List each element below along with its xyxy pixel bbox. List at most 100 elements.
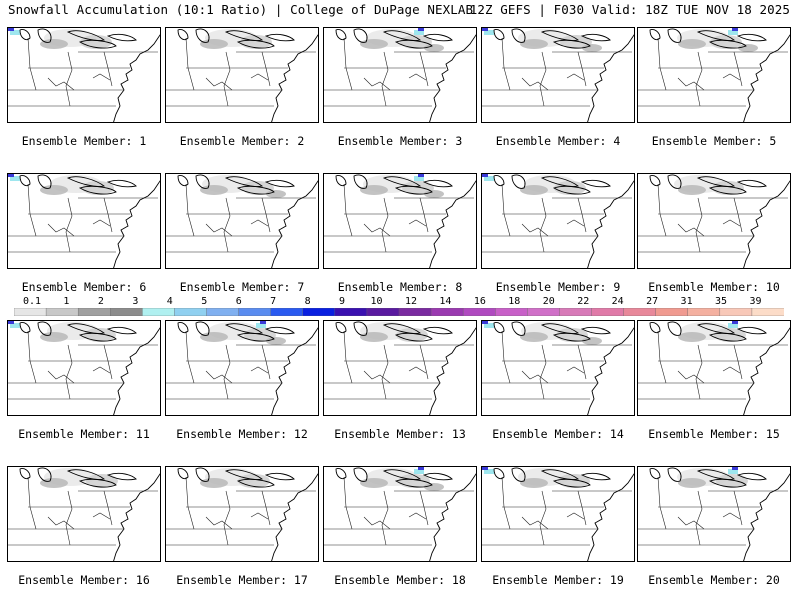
lake-outline: [19, 29, 31, 41]
state-boundary: [261, 197, 271, 233]
state-boundary: [205, 370, 233, 384]
lake-outline: [696, 469, 736, 480]
lake-outline: [382, 176, 422, 187]
lake-outline: [511, 174, 526, 189]
colorbar-tick-label: 12: [404, 296, 417, 307]
lake-outline: [382, 323, 422, 334]
ensemble-map-panel: [165, 466, 319, 562]
state-boundary: [27, 37, 37, 91]
lake-outline: [224, 323, 264, 334]
lake-outline: [195, 174, 210, 189]
lake-outline: [736, 472, 767, 481]
snowfall-shading-dark-blue: [8, 321, 14, 324]
state-boundary: [47, 223, 75, 237]
state-boundary: [408, 219, 427, 227]
state-boundary: [261, 344, 271, 380]
lake-outline: [580, 326, 611, 335]
colorbar-tick-label: 5: [201, 296, 208, 307]
coastline: [587, 327, 634, 415]
snowfall-shading-blue: [10, 30, 20, 35]
snowfall-shading-dark-blue: [260, 321, 266, 324]
state-boundary: [521, 516, 549, 530]
snowfall-shading-blue: [414, 30, 424, 35]
snowfall-shading: [200, 185, 228, 195]
colorbar-segment: [398, 308, 432, 316]
snowfall-shading: [678, 39, 706, 49]
snowfall-shading: [678, 332, 706, 342]
ensemble-member-label: Ensemble Member: 16: [18, 573, 150, 587]
lake-outline: [37, 174, 52, 189]
snowfall-map: [638, 28, 790, 122]
colorbar-tick-label: 2: [97, 296, 104, 307]
snowfall-map: [166, 174, 318, 268]
lake-outline: [493, 468, 505, 480]
snowfall-shading: [714, 328, 746, 342]
lake-outline: [195, 321, 210, 336]
snowfall-shading: [520, 39, 548, 49]
ensemble-member-label: Ensemble Member: 11: [18, 427, 150, 441]
ensemble-map-panel: [323, 173, 477, 269]
state-boundary: [657, 183, 667, 237]
colorbar-tick-label: 18: [508, 296, 521, 307]
snowfall-map: [324, 28, 476, 122]
snowfall-shading-dark-blue: [482, 321, 488, 324]
state-boundary: [185, 330, 195, 384]
colorbar-segment: [174, 308, 208, 316]
ensemble-map-panel: [7, 320, 161, 416]
state-boundary: [103, 197, 113, 233]
state-boundary: [695, 344, 703, 400]
colorbar-tick-label: 20: [542, 296, 555, 307]
coastline: [113, 473, 160, 561]
state-boundary: [722, 219, 741, 227]
state-boundary: [343, 37, 353, 91]
colorbar-tick-label: 27: [646, 296, 659, 307]
lake-outline: [353, 174, 368, 189]
state-boundary: [92, 73, 111, 81]
state-boundary: [566, 366, 585, 374]
snowfall-shading-blue: [10, 323, 20, 328]
state-boundary: [261, 51, 271, 87]
colorbar-segment: [687, 308, 721, 316]
run-valid-time: 12Z GEFS | F030 Valid: 18Z TUE NOV 18 20…: [469, 2, 790, 17]
lake-outline: [195, 467, 210, 482]
lake-outline: [264, 472, 295, 481]
lake-outline: [649, 29, 661, 41]
state-boundary: [577, 51, 587, 87]
state-boundary: [539, 490, 547, 546]
snowfall-shading-blue: [256, 323, 266, 328]
lake-outline: [649, 468, 661, 480]
ensemble-map-panel: [165, 27, 319, 123]
snowfall-shading-dark-blue: [482, 467, 488, 470]
snowfall-shading: [360, 39, 388, 49]
state-boundary: [695, 51, 703, 107]
lake-outline: [19, 468, 31, 480]
state-boundary: [733, 490, 743, 526]
lake-outline: [106, 472, 137, 481]
snowfall-shading-dark-blue: [482, 174, 488, 177]
state-boundary: [205, 77, 233, 91]
ensemble-member-label: Ensemble Member: 5: [651, 134, 777, 148]
snowfall-shading: [560, 35, 592, 49]
coastline: [587, 180, 634, 268]
lake-outline: [422, 326, 453, 335]
lake-outline: [649, 175, 661, 187]
coastline: [113, 180, 160, 268]
snowfall-shading: [738, 44, 758, 52]
snowfall-shading: [360, 478, 388, 488]
snowfall-shading-dark-blue: [418, 28, 424, 31]
state-boundary: [501, 37, 511, 91]
coastline: [743, 473, 790, 561]
ensemble-map-panel: [7, 466, 161, 562]
snowfall-shading: [86, 474, 118, 488]
ensemble-member-label: Ensemble Member: 6: [21, 280, 147, 294]
colorbar-segment: [238, 308, 272, 316]
snowfall-shading: [520, 185, 548, 195]
colorbar-tick-label: 10: [370, 296, 383, 307]
state-boundary: [657, 476, 667, 530]
lake-outline: [224, 469, 264, 480]
coastline: [113, 34, 160, 122]
state-boundary: [103, 344, 113, 380]
state-boundary: [223, 197, 231, 253]
colorbar-segment: [430, 308, 464, 316]
state-boundary: [381, 344, 389, 400]
